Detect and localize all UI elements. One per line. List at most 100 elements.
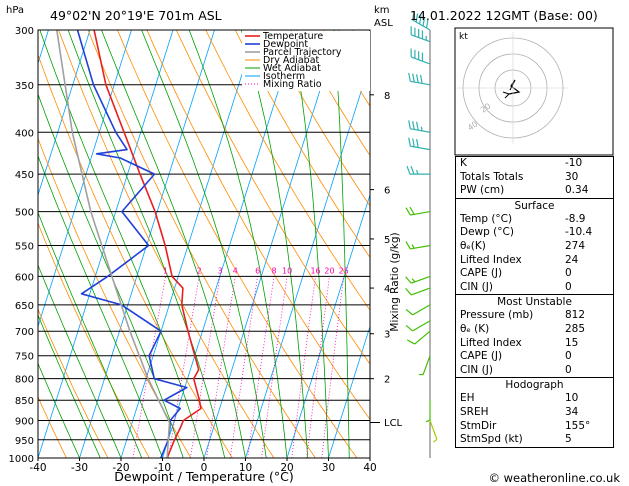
mixing-ratio-line	[291, 276, 316, 458]
wind-barb	[405, 304, 431, 316]
mixing-ratio-label: 25	[339, 266, 349, 275]
mixing-ratio-label: 16	[310, 266, 320, 275]
pressure-tick-label: 900	[15, 417, 34, 428]
mixing-ratio-label: 20	[324, 266, 334, 275]
dry-adiabat-line	[234, 30, 370, 259]
hodograph-unit-label: kt	[459, 32, 468, 42]
mixing-ratio-line	[229, 276, 258, 458]
wind-barb-flag	[406, 165, 411, 175]
lcl-label: LCL	[384, 418, 403, 429]
wind-barb-staff	[410, 80, 431, 86]
surface-row: CAPE (J) 0	[460, 267, 572, 280]
wind-barb-half-flag	[411, 244, 415, 249]
surface-row: Lifted Index 24	[460, 253, 579, 266]
wind-barb-flag	[412, 73, 415, 83]
wind-barb-staff	[429, 420, 438, 440]
wet-adiabat-line	[290, 30, 329, 458]
legend-parcel: Parcel Trajectory	[263, 47, 342, 58]
wind-barb	[406, 165, 430, 175]
temp-tick-label: 10	[239, 462, 252, 474]
wind-barb-flag	[416, 121, 419, 131]
height-tick-label: 6	[384, 186, 390, 197]
wind-barb	[425, 400, 431, 423]
wind-barb-flag	[405, 308, 414, 316]
mixing-ratio-line	[132, 276, 166, 458]
mixing-ratio-line	[306, 276, 330, 458]
height-tick-label: 8	[384, 91, 390, 102]
mixing-ratio-label: 1	[163, 266, 168, 275]
wind-barb	[408, 137, 431, 151]
wind-barb-half-flag	[411, 278, 416, 283]
mixing-ratio-label: 4	[233, 266, 238, 275]
hodo-row: SREH 34	[460, 405, 579, 418]
pressure-tick-label: 550	[15, 241, 34, 252]
legend-isotherm: Isotherm	[263, 71, 305, 82]
legend-wet-adiabat: Wet Adiabat	[263, 63, 321, 74]
wind-barb-staff	[410, 145, 431, 151]
pressure-tick-label: 300	[15, 26, 34, 37]
wind-barb-half-flag	[425, 419, 431, 423]
wet-adiabat-line	[38, 314, 101, 458]
legend: Temperature Dewpoint Parcel Trajectory D…	[242, 31, 370, 91]
wind-barb-flag	[412, 11, 415, 21]
surface-row: θₑ(K) 274	[460, 239, 586, 252]
pressure-tick-label: 600	[15, 272, 34, 283]
dry-adiabat-line	[58, 30, 275, 458]
wind-barb-staff	[411, 287, 431, 296]
surface-title: Surface	[514, 199, 555, 212]
hodograph-stats-block: Hodograph EH 10 SREH 34 StmDir 155° StmSpd …	[456, 377, 613, 446]
pressure-tick-label: 850	[15, 396, 34, 407]
mixing-ratio-line	[321, 276, 345, 458]
mixing-ratio-label: 3	[217, 266, 222, 275]
most-unstable-title: Most Unstable	[497, 296, 572, 309]
pressure-tick-label: 650	[15, 301, 34, 312]
mu-row: Lifted Index 15	[460, 336, 579, 349]
dry-adiabat-line	[38, 308, 109, 458]
temp-tick-label: 40	[363, 462, 376, 474]
mu-row: CAPE (J) 0	[460, 350, 572, 363]
wind-barb	[408, 72, 431, 86]
wind-barb	[405, 241, 431, 250]
pressure-tick-label: 400	[15, 128, 34, 139]
most-unstable-block: Most Unstable Pressure (mb) 812 θₑ (K) 285…	[456, 294, 613, 377]
wind-barb	[418, 355, 431, 376]
dry-adiabat-line	[117, 30, 358, 458]
hodo-row: StmDir 155°	[460, 419, 591, 432]
wind-barb-flag	[405, 276, 412, 284]
height-ref-label: ASL	[374, 18, 393, 29]
dry-adiabat-line	[38, 53, 233, 458]
mu-row: CIN (J) 0	[460, 363, 572, 376]
wind-barb-staff	[412, 320, 431, 332]
wind-barb-half-flag	[420, 126, 423, 131]
wind-barb-staff	[414, 330, 431, 345]
pressure-tick-label: 950	[15, 436, 34, 447]
mu-row: θₑ (K) 285	[460, 322, 586, 335]
wind-barb	[412, 11, 431, 31]
wind-barb-half-flag	[415, 169, 419, 175]
mixing-ratio-line	[247, 276, 275, 458]
isotherm-line	[38, 30, 174, 458]
isotherm-line	[203, 30, 340, 458]
wet-adiabat-line	[39, 30, 205, 458]
temp-tick-label: 0	[201, 462, 208, 474]
hodo-row: StmSpd (kt) 5	[460, 433, 572, 446]
wind-barb	[408, 120, 431, 133]
wind-barb-flag	[408, 137, 411, 147]
wet-adiabat-line	[333, 30, 350, 458]
wind-barb-staff	[411, 275, 431, 284]
hodograph-stats-title: Hodograph	[505, 379, 564, 392]
wind-barb-flag	[410, 165, 415, 175]
profile-dewpoint	[76, 30, 188, 458]
dry-adiabat-line	[293, 30, 370, 157]
location-label: 49°02'N 20°19'E 701m ASL	[50, 8, 222, 23]
pressure-tick-label: 750	[15, 352, 34, 363]
wind-barb-flag	[422, 17, 426, 27]
wind-barb	[405, 275, 431, 284]
mixing-ratio-label: 8	[271, 266, 276, 275]
wind-barb	[405, 320, 431, 332]
index-row-k: K -10	[460, 157, 583, 169]
wind-barb-staff	[412, 304, 431, 316]
wind-barb-flag	[409, 206, 415, 215]
index-block: K -10 Totals Totals 30 PW (cm) 0.34	[456, 157, 613, 198]
